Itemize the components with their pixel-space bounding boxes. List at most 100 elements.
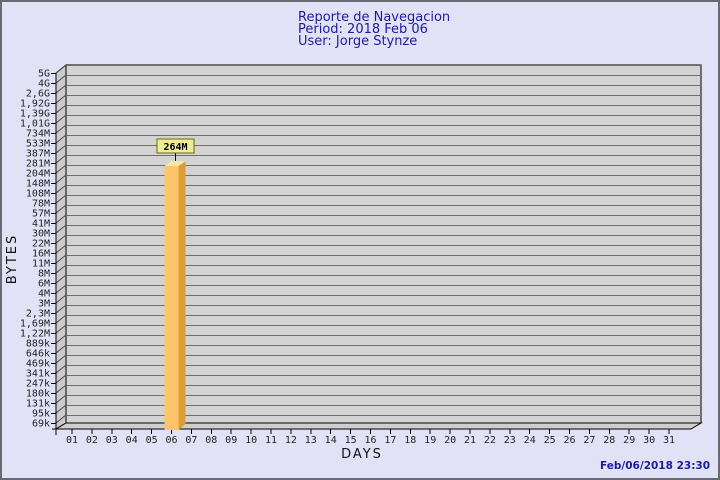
x-tick-label: 26 xyxy=(563,435,575,446)
y-tick-label: 4G xyxy=(38,79,50,90)
wall-connector-line xyxy=(55,94,67,104)
x-tick-label: 14 xyxy=(325,435,337,446)
wall-connector-line xyxy=(55,304,67,314)
wall-connector-line xyxy=(55,324,67,334)
x-tick-label: 30 xyxy=(643,435,655,446)
x-tick-label: 25 xyxy=(544,435,556,446)
x-axis-ticks xyxy=(71,429,670,434)
y-axis-title: BYTES xyxy=(5,234,20,285)
axes xyxy=(52,73,691,435)
wall-connector-line xyxy=(55,234,67,244)
y-tick-label: 646k xyxy=(26,349,50,360)
wall-connector-line xyxy=(55,374,67,384)
x-tick-label: 05 xyxy=(146,435,158,446)
x-tick-label: 28 xyxy=(603,435,615,446)
x-tick-label: 16 xyxy=(364,435,376,446)
x-tick-label: 27 xyxy=(583,435,595,446)
bar-top-face xyxy=(164,161,186,166)
y-tick-label: 281M xyxy=(26,159,50,170)
y-tick-label: 1,92G xyxy=(20,99,50,110)
x-axis-title: DAYS xyxy=(341,447,383,462)
x-tick-label: 21 xyxy=(464,435,476,446)
x-tick-label: 06 xyxy=(165,435,177,446)
x-tick-label: 04 xyxy=(126,435,138,446)
y-tick-label: 16M xyxy=(32,249,50,260)
y-tick-label: 69k xyxy=(32,419,50,430)
y-tick-label: 1,69M xyxy=(20,319,50,330)
y-tick-label: 2,6G xyxy=(26,89,50,100)
y-tick-label: 341k xyxy=(26,369,50,380)
x-tick-label: 31 xyxy=(663,435,675,446)
y-tick-label: 6M xyxy=(38,279,50,290)
wall-connector-line xyxy=(55,404,67,414)
y-tick-label: 148M xyxy=(26,179,50,190)
grid-lines xyxy=(66,65,701,416)
wall-connector-line xyxy=(55,214,67,224)
bar-day-06 xyxy=(164,161,186,430)
chart-floor xyxy=(54,422,703,430)
y-tick-label: 734M xyxy=(26,129,50,140)
x-tick-label: 29 xyxy=(623,435,635,446)
x-tick-label: 20 xyxy=(444,435,456,446)
wall-connector-line xyxy=(55,294,67,304)
y-tick-label: 5G xyxy=(38,69,50,80)
wall-connector-line xyxy=(55,164,67,174)
y-axis-ticks xyxy=(51,73,56,424)
y-tick-label: 1,01G xyxy=(20,119,50,130)
wall-connector-line xyxy=(55,224,67,234)
x-tick-label: 07 xyxy=(185,435,197,446)
y-tick-label: 57M xyxy=(32,209,50,220)
wall-connector-line xyxy=(55,74,67,84)
x-tick-label: 22 xyxy=(484,435,496,446)
y-tick-label: 4M xyxy=(38,289,50,300)
wall-connector-line xyxy=(55,414,67,424)
y-tick-label: 180k xyxy=(26,389,50,400)
y-tick-label: 22M xyxy=(32,239,50,250)
wall-connector-line xyxy=(55,274,67,284)
x-tick-label: 15 xyxy=(345,435,357,446)
wall-connector-line xyxy=(55,364,67,374)
wall-connector-line xyxy=(55,154,67,164)
y-tick-label: 247k xyxy=(26,379,50,390)
report-title: Reporte de Navegacion xyxy=(298,10,450,25)
bar-front-face xyxy=(164,166,179,430)
wall-connector-line xyxy=(55,184,67,194)
bar-side-face xyxy=(178,161,186,430)
bar-value-flag: 264M xyxy=(156,138,195,161)
wall-connector-line xyxy=(55,314,67,324)
y-tick-label: 78M xyxy=(32,199,50,210)
wall-connector-line xyxy=(55,254,67,264)
x-tick-label: 13 xyxy=(305,435,317,446)
x-tick-label: 18 xyxy=(404,435,416,446)
report-user: User: Jorge Stynze xyxy=(298,34,417,49)
wall-connector-line xyxy=(55,244,67,254)
y-tick-label: 131k xyxy=(26,399,50,410)
wall-connector-line xyxy=(55,64,67,74)
y-tick-label: 3M xyxy=(38,299,50,310)
wall-connector-line xyxy=(55,114,67,124)
y-tick-label: 2,3M xyxy=(26,309,50,320)
wall-connector-line xyxy=(55,384,67,394)
y-tick-label: 108M xyxy=(26,189,50,200)
y-tick-label: 11M xyxy=(32,259,50,270)
x-tick-label: 03 xyxy=(106,435,118,446)
wall-connector-line xyxy=(55,104,67,114)
y-tick-label: 204M xyxy=(26,169,50,180)
value-label-box xyxy=(156,138,195,154)
x-tick-label: 01 xyxy=(66,435,78,446)
wall-connector-lines xyxy=(55,64,67,424)
y-tick-label: 469k xyxy=(26,359,50,370)
plot-area xyxy=(65,64,702,424)
generated-timestamp: Feb/06/2018 23:30 xyxy=(600,460,710,472)
wall-connector-line xyxy=(55,134,67,144)
x-tick-label: 02 xyxy=(86,435,98,446)
x-tick-label: 10 xyxy=(245,435,257,446)
wall-connector-line xyxy=(55,124,67,134)
x-tick-label: 17 xyxy=(384,435,396,446)
wall-connector-line xyxy=(55,144,67,154)
x-tick-label: 12 xyxy=(285,435,297,446)
x-tick-label: 08 xyxy=(205,435,217,446)
y-tick-label: 1,39G xyxy=(20,109,50,120)
x-tick-label: 11 xyxy=(265,435,277,446)
